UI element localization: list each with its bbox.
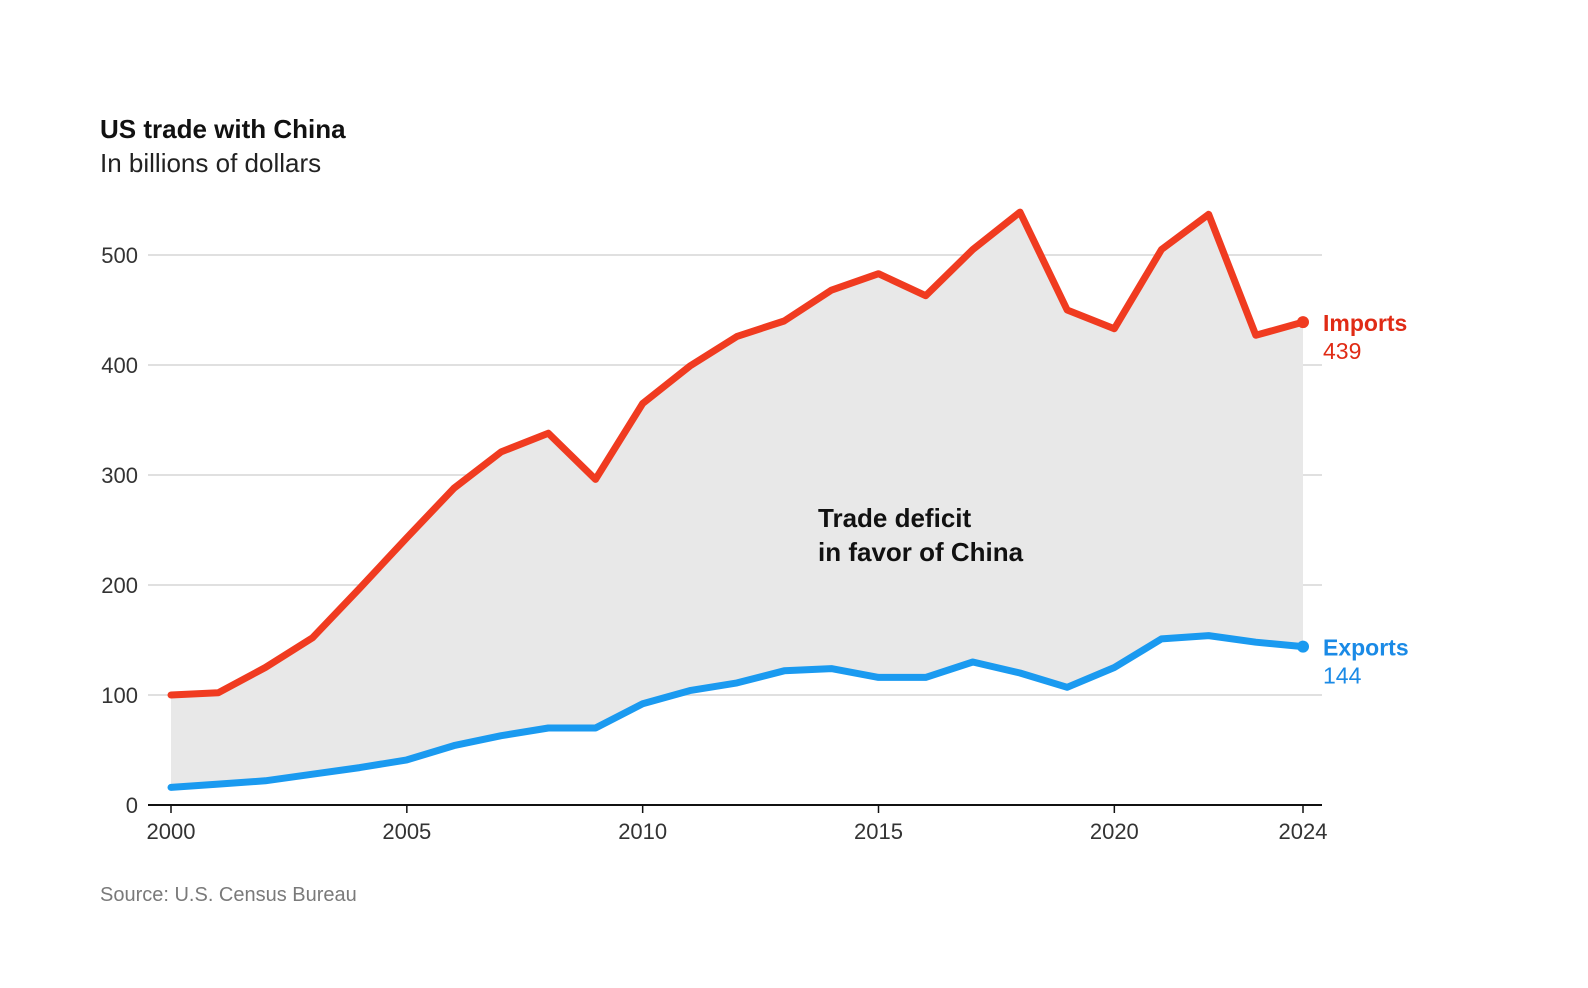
- trade-deficit-area: [171, 212, 1303, 788]
- source-note: Source: U.S. Census Bureau: [100, 884, 357, 906]
- deficit-annotation-line1: Trade deficit: [818, 503, 971, 533]
- imports-end-point: [1297, 316, 1309, 329]
- x-tick-label: 2020: [1090, 819, 1139, 844]
- x-tick-label: 2005: [382, 819, 431, 844]
- x-tick-label: 2010: [618, 819, 667, 844]
- imports-legend-label: Imports: [1323, 310, 1407, 336]
- exports-line: [167, 632, 1307, 791]
- x-axis-ticks: 2000 2005 2010 2015 2020 2024: [147, 805, 1328, 844]
- y-tick-label: 200: [101, 573, 138, 598]
- exports-end-point: [1297, 640, 1309, 653]
- x-tick-label: 2015: [854, 819, 903, 844]
- exports-legend-label: Exports: [1323, 635, 1409, 661]
- x-tick-label: 2024: [1279, 819, 1328, 844]
- imports-end-value: 439: [1323, 338, 1361, 364]
- imports-line: [167, 208, 1307, 699]
- y-tick-label: 400: [101, 353, 138, 378]
- y-axis-ticks: 0 100 200 300 400 500: [101, 243, 138, 818]
- deficit-annotation-line2: in favor of China: [818, 537, 1024, 567]
- exports-end-value: 144: [1323, 663, 1362, 689]
- x-tick-label: 2000: [147, 819, 196, 844]
- chart-subtitle: In billions of dollars: [100, 148, 322, 178]
- y-tick-label: 300: [101, 463, 138, 488]
- y-tick-label: 500: [101, 243, 138, 268]
- y-tick-label: 100: [101, 683, 138, 708]
- y-tick-label: 0: [126, 793, 138, 818]
- chart-title: US trade with China: [100, 114, 346, 144]
